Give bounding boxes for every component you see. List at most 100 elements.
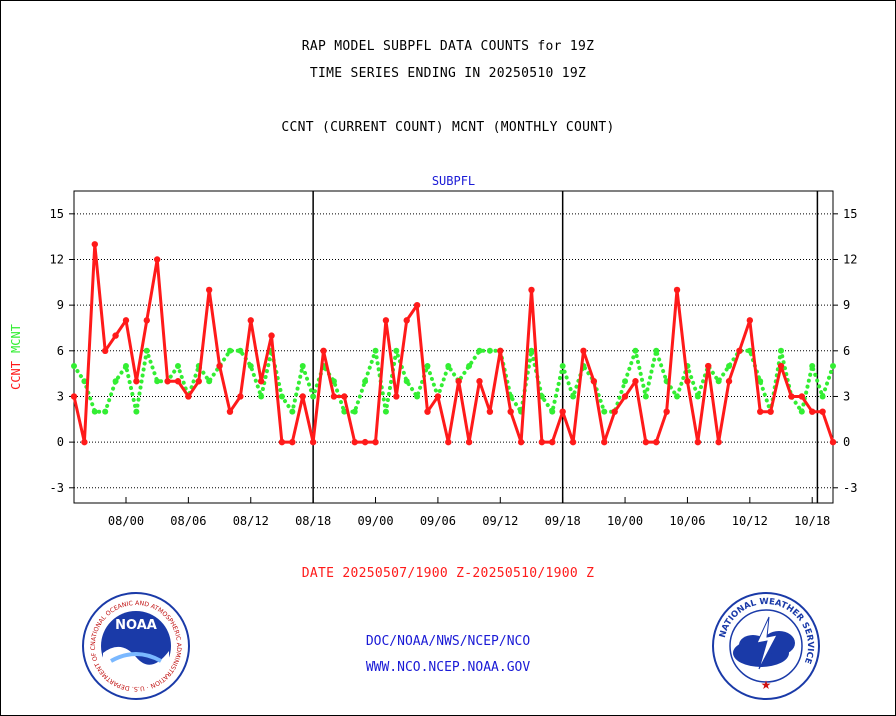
data-point-mcnt: [330, 378, 337, 385]
data-point-ccnt: [289, 438, 296, 446]
data-point-mcnt: [746, 347, 753, 354]
data-point-ccnt: [195, 378, 202, 385]
nco-website-link[interactable]: WWW.NCO.NCEP.NOAA.GOV: [365, 660, 531, 675]
data-point-ccnt: [663, 408, 670, 415]
data-point-ccnt: [237, 393, 244, 400]
data-point-mcnt: [632, 347, 639, 354]
data-point-ccnt: [746, 317, 754, 324]
data-point-ccnt: [725, 378, 733, 385]
data-point-mcnt: [445, 363, 452, 370]
data-point-ccnt: [580, 347, 587, 355]
y-axis-label-ccnt: CCNT: [9, 361, 23, 390]
noaa-nco-path-link[interactable]: DOC/NOAA/NWS/NCEP/NCO: [365, 634, 531, 649]
data-point-mcnt: [382, 408, 389, 415]
data-point-mcnt: [362, 378, 369, 385]
data-point-ccnt: [621, 393, 629, 400]
data-point-mcnt: [403, 378, 410, 385]
data-point-ccnt: [382, 317, 390, 324]
data-point-mcnt: [237, 347, 244, 354]
data-point-mcnt: [559, 363, 566, 370]
data-point-ccnt: [777, 362, 785, 370]
data-point-ccnt: [486, 408, 494, 415]
data-point-ccnt: [788, 393, 795, 400]
panel-title: SUBPFL: [432, 174, 475, 188]
y-tick-label-right: 15: [843, 207, 857, 221]
y-tick-label-left: 0: [57, 435, 64, 449]
data-point-ccnt: [642, 438, 650, 446]
data-point-ccnt: [538, 438, 546, 446]
x-tick-label: 10/18: [794, 514, 830, 528]
data-point-mcnt: [622, 378, 629, 385]
data-point-mcnt: [81, 378, 88, 385]
data-point-mcnt: [476, 347, 483, 354]
data-point-ccnt: [174, 378, 182, 385]
noaa-logo-text: NOAA: [115, 618, 157, 633]
data-point-mcnt: [133, 408, 140, 415]
data-point-ccnt: [819, 408, 826, 415]
data-point-ccnt: [829, 438, 837, 446]
data-point-mcnt: [674, 393, 681, 400]
data-point-mcnt: [102, 408, 109, 415]
data-point-ccnt: [320, 347, 327, 355]
data-point-mcnt: [289, 408, 296, 415]
data-point-ccnt: [205, 286, 213, 294]
data-point-ccnt: [185, 393, 192, 400]
data-point-mcnt: [642, 393, 649, 400]
data-point-ccnt: [143, 317, 150, 324]
data-point-ccnt: [465, 438, 473, 446]
data-point-ccnt: [694, 438, 702, 446]
data-point-ccnt: [226, 408, 234, 415]
y-tick-label-left: 6: [57, 344, 64, 358]
data-point-ccnt: [632, 378, 639, 385]
data-point-ccnt: [268, 332, 275, 339]
data-point-ccnt: [403, 317, 410, 324]
y-tick-label-left: 9: [57, 298, 64, 312]
data-point-ccnt: [101, 347, 109, 355]
data-point-mcnt: [798, 408, 805, 415]
data-point-mcnt: [351, 408, 358, 415]
series-line-ccnt: [72, 242, 835, 444]
y-tick-label-right: 3: [843, 389, 850, 403]
data-point-ccnt: [809, 408, 816, 415]
data-point-ccnt: [705, 362, 712, 370]
data-point-ccnt: [112, 332, 119, 339]
svg-text:★: ★: [761, 678, 772, 692]
data-point-mcnt: [694, 393, 701, 400]
data-point-mcnt: [778, 347, 785, 354]
data-point-ccnt: [445, 438, 452, 446]
x-tick-label: 08/00: [108, 514, 144, 528]
chart-title-line2: TIME SERIES ENDING IN 20250510 19Z: [309, 66, 587, 81]
data-point-mcnt: [174, 363, 181, 370]
data-point-ccnt: [767, 408, 774, 415]
data-point-mcnt: [299, 363, 306, 370]
data-point-ccnt: [278, 438, 286, 446]
data-point-ccnt: [611, 408, 618, 415]
data-point-mcnt: [819, 393, 826, 400]
x-tick-label: 08/12: [233, 514, 269, 528]
y-tick-label-right: 12: [843, 252, 857, 266]
x-tick-label: 10/00: [607, 514, 643, 528]
x-tick-label: 08/18: [295, 514, 331, 528]
data-point-ccnt: [309, 438, 317, 446]
data-point-mcnt: [372, 347, 379, 354]
chart-title-line1: RAP MODEL SUBPFL DATA COUNTS for 19Z: [301, 39, 595, 54]
data-point-mcnt: [143, 347, 150, 354]
data-point-ccnt: [299, 393, 306, 400]
y-tick-label-right: 6: [843, 344, 850, 358]
data-point-ccnt: [413, 301, 421, 309]
data-point-mcnt: [247, 363, 254, 370]
x-tick-label: 08/06: [170, 514, 206, 528]
data-point-mcnt: [112, 378, 119, 385]
data-point-ccnt: [798, 393, 806, 400]
data-point-ccnt: [361, 438, 369, 446]
data-point-mcnt: [653, 347, 660, 354]
data-point-ccnt: [559, 408, 566, 415]
data-point-ccnt: [122, 317, 130, 324]
data-point-mcnt: [310, 393, 317, 400]
data-point-mcnt: [206, 378, 213, 385]
x-tick-label: 09/18: [545, 514, 581, 528]
data-point-ccnt: [434, 393, 442, 400]
data-point-ccnt: [517, 438, 525, 446]
y-tick-label-right: -3: [843, 481, 857, 495]
data-point-ccnt: [70, 393, 78, 400]
